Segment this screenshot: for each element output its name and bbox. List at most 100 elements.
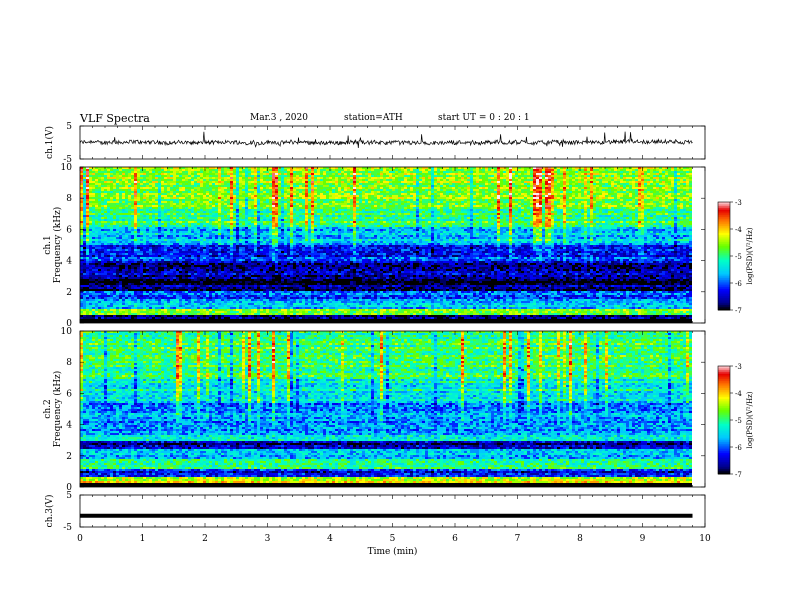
ch1-spectrogram-cell [620, 179, 623, 181]
ch1-spectrogram-cell [404, 169, 407, 171]
ch1-spectrogram-cell [464, 181, 467, 183]
ch1-spectrogram-cell [356, 183, 359, 185]
ch1-spectrogram-cell [659, 177, 662, 179]
ch1-spectrogram-cell [317, 177, 320, 179]
ch1-spectrogram-cell [569, 179, 572, 181]
ch1-spectrogram-cell [332, 177, 335, 179]
ch1-spectrogram-cell [197, 173, 200, 175]
ch1-spectrogram-cell [524, 181, 530, 183]
ch1-spectrogram-cell [164, 169, 167, 171]
ch1-spectrogram-cell [170, 187, 173, 189]
ch1-spectrogram-cell [317, 179, 320, 181]
ch1-spectrogram-cell [434, 173, 437, 175]
ch1-spectrogram-cell [314, 179, 317, 181]
ch1-spectrogram-cell [371, 175, 374, 177]
ch1-spectrogram-cell [86, 171, 89, 173]
ch1-spectrogram-cell [581, 179, 584, 181]
ch1-spectrogram-cell [251, 177, 254, 179]
ch1-spectrogram-cell [122, 177, 125, 179]
ch1-spectrogram-cell [188, 189, 191, 191]
ch1-spectrogram-cell [128, 185, 131, 187]
ch1-spectrogram-cell [128, 171, 131, 173]
ch1-spectrogram-cell [128, 177, 131, 179]
ch1-spectrogram-cell [341, 187, 344, 189]
ch1-spectrogram-cell [338, 171, 341, 173]
ch1-spectrogram-cell [395, 187, 398, 189]
ch1-spectrogram-cell [293, 177, 296, 179]
ch1-spectrogram-cell [230, 183, 233, 185]
ch1-spectrogram-cell [620, 187, 623, 189]
ch1-spectrogram-cell [398, 173, 404, 175]
ch1-spectrogram-cell [443, 185, 446, 187]
ch1-spectrogram-cell [155, 177, 158, 179]
ch1-spectrogram-cell [593, 175, 596, 177]
ch1-spectrogram-cell [386, 189, 389, 191]
ch1-spectrogram-cell [470, 189, 473, 191]
ch1-spectrogram-cell [395, 171, 398, 173]
ch1-spectrogram-cell [398, 171, 401, 173]
ch1-spectrogram-cell [128, 181, 131, 183]
ch1-spectrogram-cell [446, 177, 455, 179]
ch1-spectrogram-cell [683, 187, 689, 189]
ch1-spectrogram-cell [257, 187, 260, 189]
ch1-spectrogram-cell [89, 185, 95, 187]
ch1-spectrogram-cell [107, 179, 113, 181]
ch1-spectrogram-cell [377, 185, 380, 187]
ch1-spectrogram-cell [266, 187, 269, 189]
ch1-spectrogram-cell [677, 171, 683, 173]
ch1-spectrogram-cell [629, 187, 632, 189]
ch1-spectrogram-cell [236, 173, 239, 175]
ch1-spectrogram-cell [134, 179, 137, 181]
ch1-spectrogram-cell [521, 189, 530, 191]
ch1-spectrogram-cell [233, 183, 236, 185]
ch1-spectrogram-cell [536, 175, 539, 177]
ch1-spectrogram-cell [458, 189, 461, 191]
ch1-spectrogram-cell [671, 185, 674, 187]
ch1-spectrogram-cell [338, 169, 344, 171]
ch1-spectrogram-cell [371, 181, 374, 183]
ch1-spectrogram-cell [629, 183, 632, 185]
ch1-spectrogram-cell [533, 181, 536, 183]
ch1-spectrogram-cell [110, 187, 113, 189]
ch1-spectrogram-cell [467, 169, 470, 171]
ch1-spectrogram-cell [599, 183, 605, 185]
ch1-spectrogram-cell [458, 173, 461, 175]
ch1-spectrogram-cell [551, 173, 554, 175]
ch1-spectrogram-cell [323, 171, 326, 173]
ch1-spectrogram-cell [413, 171, 416, 173]
ch1-spectrogram-cell [398, 175, 404, 177]
ch1-spectrogram-cell [308, 177, 311, 179]
ch1-spectrogram-cell [221, 177, 224, 179]
ch1-spectrogram-cell [296, 183, 299, 185]
ch1-spectrogram-cell [353, 175, 356, 177]
ch1-spectrogram-cell [107, 171, 110, 173]
ch1-spectrogram-cell [581, 177, 584, 179]
ch1-spectrogram-cell [512, 175, 515, 177]
ch1-spectrogram-cell [599, 181, 602, 183]
ch1-spectrogram-cell [299, 187, 305, 189]
ch1-spectrogram-cell [125, 169, 134, 171]
ch1-spectrogram-cell [464, 183, 467, 185]
ch1-spectrogram-cell [344, 171, 350, 173]
ch1-spectrogram-cell [494, 189, 497, 191]
ch1-spectrogram-cell [395, 173, 398, 175]
ch1-spectrogram-cell [617, 169, 620, 171]
ch1-spectrogram-cell [488, 187, 491, 189]
ch1-spectrogram-cell [425, 179, 431, 181]
ch1-spectrogram-cell [524, 171, 527, 173]
ch1-spectrogram-cell [638, 183, 641, 185]
ch1-spectrogram-cell [158, 171, 161, 173]
ch1-spectrogram-cell [194, 189, 197, 191]
ch1-spectrogram-cell [389, 173, 392, 175]
ch1-spectrogram-cell [221, 171, 224, 173]
ch1-spectrogram-cell [434, 181, 437, 183]
ch1-spectrogram-cell [560, 171, 563, 173]
ch1-spectrogram-cell [434, 169, 437, 171]
ch1-spectrogram-cell [554, 177, 557, 179]
ch1-spectrogram-cell [620, 177, 623, 179]
ch1-spectrogram-cell [131, 177, 134, 179]
ch1-spectrogram-cell [242, 187, 245, 189]
ch1-spectrogram-cell [611, 169, 614, 171]
ch1-spectrogram-cell [578, 177, 581, 179]
ch1-spectrogram-cell [668, 179, 671, 181]
